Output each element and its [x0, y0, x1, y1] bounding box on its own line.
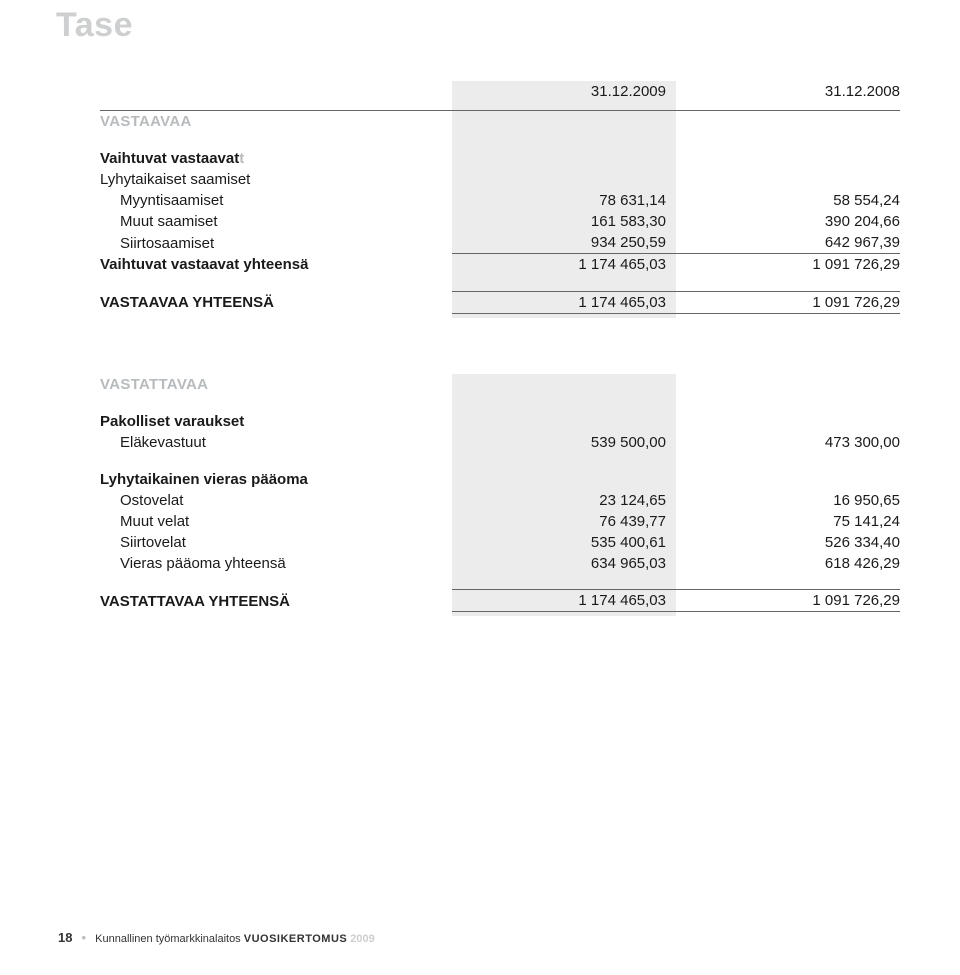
row-label: Siirtosaamiset — [100, 232, 452, 254]
total-vastattavaa-label: VASTATTAVAA YHTEENSÄ — [100, 590, 452, 612]
group-pakolliset-varaukset: Pakolliset varaukset — [100, 411, 452, 432]
section-vastaavaa: VASTAAVAA — [100, 111, 452, 133]
row-label: Lyhytaikaiset saamiset — [100, 169, 452, 190]
row-val2: 58 554,24 — [676, 190, 900, 211]
footer-org: Kunnallinen työmarkkinalaitos — [95, 933, 241, 945]
row-val1 — [452, 169, 676, 190]
subtotal-val2: 1 091 726,29 — [676, 254, 900, 276]
row-val2: 16 950,65 — [676, 490, 900, 511]
row-val1: 539 500,00 — [452, 432, 676, 453]
row-val1: 78 631,14 — [452, 190, 676, 211]
row-val2: 473 300,00 — [676, 432, 900, 453]
page-title: Tase — [56, 0, 900, 81]
header-date-2: 31.12.2008 — [676, 81, 900, 110]
row-val2: 75 141,24 — [676, 511, 900, 532]
page-number: 18 — [58, 930, 72, 945]
row-val1: 934 250,59 — [452, 232, 676, 254]
bullet-icon: • — [82, 930, 87, 945]
header-blank — [100, 81, 452, 110]
row-label: Ostovelat — [100, 490, 452, 511]
subtotal-label: Vaihtuvat vastaavat yhteensä — [100, 254, 452, 276]
total-vastattavaa-val2: 1 091 726,29 — [676, 590, 900, 612]
row-val1: 634 965,03 — [452, 553, 676, 574]
row-val2: 618 426,29 — [676, 553, 900, 574]
row-val2: 642 967,39 — [676, 232, 900, 254]
footer-report: VUOSIKERTOMUS — [244, 933, 347, 945]
row-val1: 535 400,61 — [452, 532, 676, 553]
balance-table: 31.12.2009 31.12.2008 VASTAAVAA Vaihtuva… — [100, 81, 900, 616]
row-val1: 23 124,65 — [452, 490, 676, 511]
row-label: Muut velat — [100, 511, 452, 532]
row-val2 — [676, 169, 900, 190]
total-vastattavaa-val1: 1 174 465,03 — [452, 590, 676, 612]
total-vastaavaa-val1: 1 174 465,03 — [452, 291, 676, 313]
group-lyhytaikainen-vieras-paaoma: Lyhytaikainen vieras pääoma — [100, 469, 452, 490]
page-footer: 18 • Kunnallinen työmarkkinalaitos VUOSI… — [58, 930, 375, 945]
row-label: Eläkevastuut — [100, 432, 452, 453]
total-vastaavaa-label: VASTAAVAA YHTEENSÄ — [100, 291, 452, 313]
row-val1: 76 439,77 — [452, 511, 676, 532]
row-label: Siirtovelat — [100, 532, 452, 553]
row-val2: 390 204,66 — [676, 211, 900, 232]
footer-year: 2009 — [350, 933, 374, 945]
row-label: Muut saamiset — [100, 211, 452, 232]
row-label: Vieras pääoma yhteensä — [100, 553, 452, 574]
row-val1: 161 583,30 — [452, 211, 676, 232]
total-vastaavaa-val2: 1 091 726,29 — [676, 291, 900, 313]
section-vastattavaa: VASTATTAVAA — [100, 374, 452, 395]
row-label: Myyntisaamiset — [100, 190, 452, 211]
row-val2: 526 334,40 — [676, 532, 900, 553]
subtotal-val1: 1 174 465,03 — [452, 254, 676, 276]
group-vaihtuvat-vastaavat: Vaihtuvat vastaavatt — [100, 148, 452, 169]
header-date-1: 31.12.2009 — [452, 81, 676, 110]
